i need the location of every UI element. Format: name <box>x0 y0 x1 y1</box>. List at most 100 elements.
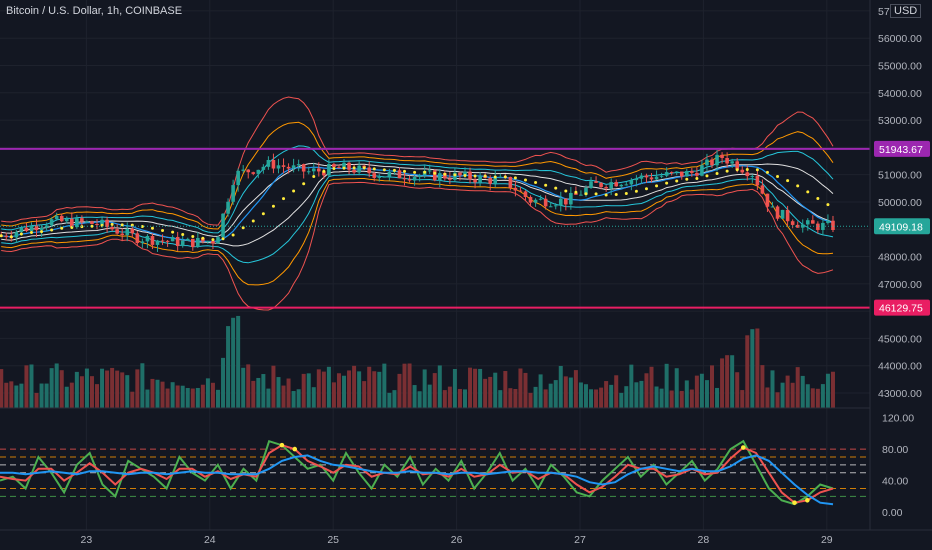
candle-body <box>523 191 528 198</box>
basis-dot <box>130 223 134 227</box>
candle-body <box>594 181 598 183</box>
volume-bar <box>316 369 321 408</box>
basis-dot <box>423 170 427 174</box>
x-tick-label: 24 <box>204 534 216 546</box>
candle-body <box>654 176 659 180</box>
volume-bar <box>377 371 382 408</box>
basis-dot <box>776 174 780 178</box>
volume-bar <box>387 392 392 408</box>
candle-body <box>679 171 684 177</box>
candle-body <box>54 215 59 220</box>
candle-body <box>569 192 573 205</box>
candle-body <box>493 177 498 184</box>
volume-bar <box>669 390 674 408</box>
candle-body <box>226 201 230 214</box>
basis-dot <box>443 172 447 176</box>
candle-body <box>160 240 165 242</box>
basis-dot <box>534 181 538 185</box>
candle-body <box>276 165 281 169</box>
basis-dot <box>675 179 679 183</box>
candle-body <box>735 161 740 170</box>
currency-selector[interactable]: USD <box>890 4 922 18</box>
basis-dot <box>493 175 497 179</box>
volume-bar <box>755 328 760 408</box>
x-tick-label: 25 <box>327 534 339 546</box>
volume-bar <box>785 375 790 408</box>
basis-dot <box>392 168 396 172</box>
candle-body <box>700 165 704 176</box>
x-tick-label: 29 <box>821 534 833 546</box>
volume-bar <box>74 371 79 408</box>
volume-bar <box>478 368 483 408</box>
volume-bar <box>357 371 362 408</box>
volume-bar <box>664 363 669 408</box>
basis-dot <box>40 230 44 234</box>
basis-dot <box>292 189 296 193</box>
volume-bar <box>336 373 341 408</box>
volume-bar <box>830 371 835 408</box>
basis-dot <box>544 183 548 187</box>
candle-body <box>463 171 467 176</box>
candle-body <box>256 169 261 174</box>
basis-dot <box>271 204 275 208</box>
volume-bar <box>730 355 735 408</box>
basis-dot <box>362 166 366 170</box>
volume-bar <box>0 369 4 408</box>
basis-dot <box>765 170 769 174</box>
candle-body <box>720 154 724 158</box>
osc-tick-label: 120.00 <box>882 413 914 425</box>
basis-dot <box>191 234 195 238</box>
basis-dot <box>302 182 306 186</box>
volume-bar <box>775 392 780 408</box>
volume-bar <box>589 389 594 408</box>
volume-bar <box>457 388 462 408</box>
volume-bar <box>699 373 704 408</box>
volume-bar <box>326 366 331 408</box>
volume-bar <box>215 389 220 408</box>
volume-bar <box>54 363 59 408</box>
volume-bar <box>135 369 140 408</box>
volume-bar <box>583 384 588 408</box>
volume-bar <box>740 390 745 408</box>
volume-bar <box>619 392 624 408</box>
basis-dot <box>614 192 618 196</box>
volume-bar <box>170 382 175 408</box>
candle-body <box>306 171 311 173</box>
candle-body <box>75 218 79 228</box>
volume-bar <box>765 387 770 408</box>
candle-body <box>513 187 518 191</box>
osc-extreme-dot <box>740 445 746 450</box>
candle-body <box>639 175 644 179</box>
basis-dot <box>322 169 326 173</box>
basis-dot <box>332 167 336 171</box>
basis-dot <box>584 192 588 196</box>
candle-body <box>538 198 543 200</box>
volume-bar <box>684 380 689 408</box>
volume-bar <box>609 384 614 408</box>
candle-body <box>301 164 306 172</box>
band-line <box>1 174 834 264</box>
volume-bar <box>594 389 599 408</box>
candle-body <box>95 223 99 225</box>
candle-body <box>564 198 568 205</box>
candle-body <box>458 172 462 176</box>
candle-body <box>558 198 563 206</box>
basis-dot <box>90 224 94 228</box>
volume-bar <box>790 382 795 408</box>
candle-body <box>110 226 114 230</box>
volume-bar <box>624 386 629 408</box>
candle-body <box>407 179 412 181</box>
candle-body <box>831 220 835 230</box>
osc-tick-label: 0.00 <box>882 507 903 519</box>
basis-dot <box>796 184 800 188</box>
candle-body <box>377 176 382 178</box>
price-tag-label: 46129.75 <box>879 303 923 315</box>
basis-dot <box>120 223 124 227</box>
volume-bar <box>44 383 49 408</box>
candle-body <box>150 236 155 245</box>
candle-body <box>29 225 34 232</box>
y-tick-label: 47000.00 <box>878 279 922 291</box>
basis-dot <box>715 171 719 175</box>
x-tick-label: 27 <box>574 534 586 546</box>
